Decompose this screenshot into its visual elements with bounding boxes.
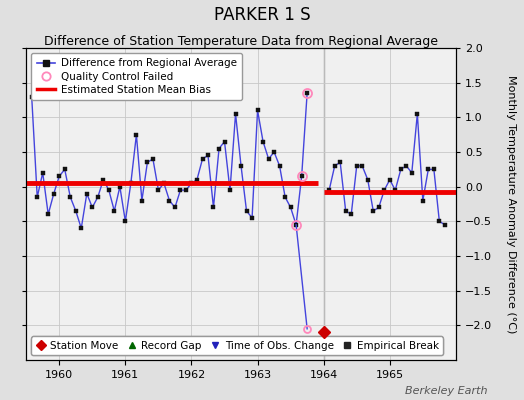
Y-axis label: Monthly Temperature Anomaly Difference (°C): Monthly Temperature Anomaly Difference (… [506,75,516,333]
Title: Difference of Station Temperature Data from Regional Average: Difference of Station Temperature Data f… [44,35,438,48]
Legend: Station Move, Record Gap, Time of Obs. Change, Empirical Break: Station Move, Record Gap, Time of Obs. C… [31,336,443,355]
Text: PARKER 1 S: PARKER 1 S [214,6,310,24]
Text: Berkeley Earth: Berkeley Earth [405,386,487,396]
